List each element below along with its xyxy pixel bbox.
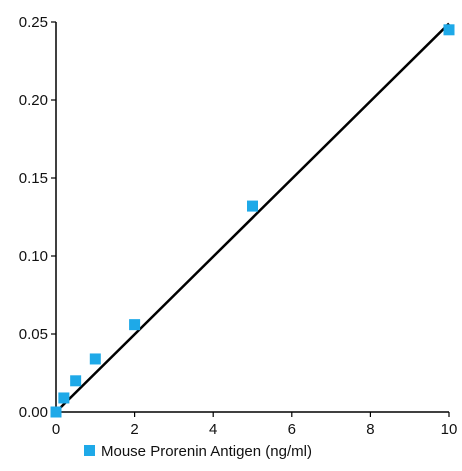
data-point [70, 375, 82, 387]
x-tick-label: 0 [52, 421, 60, 438]
x-tick-label: 4 [209, 421, 217, 438]
data-point [443, 24, 455, 36]
data-point [129, 319, 141, 331]
data-point [247, 200, 258, 212]
legend-label: Mouse Prorenin Antigen (ng/ml) [101, 443, 312, 460]
data-points [50, 24, 455, 418]
axes: 0 2 4 6 8 10 0.00 0.05 0.10 0.15 0.20 0.25 [19, 14, 458, 438]
y-tick-label: 0.15 [19, 170, 48, 187]
trendline-group [55, 22, 450, 413]
data-point [58, 392, 70, 404]
x-tick-label: 10 [441, 421, 458, 438]
data-point [50, 406, 62, 418]
x-tick-label: 6 [288, 421, 296, 438]
legend: Mouse Prorenin Antigen (ng/ml) [84, 443, 312, 460]
y-tick-label: 0.25 [19, 14, 48, 31]
y-tick-label: 0.20 [19, 92, 48, 109]
y-tick-label: 0.00 [19, 404, 48, 421]
y-tick-label: 0.10 [19, 248, 48, 265]
trendline [55, 22, 450, 413]
y-tick-label: 0.05 [19, 326, 48, 343]
data-point [89, 353, 101, 365]
x-tick-label: 8 [366, 421, 374, 438]
x-tick-label: 2 [130, 421, 138, 438]
legend-marker [84, 445, 95, 456]
